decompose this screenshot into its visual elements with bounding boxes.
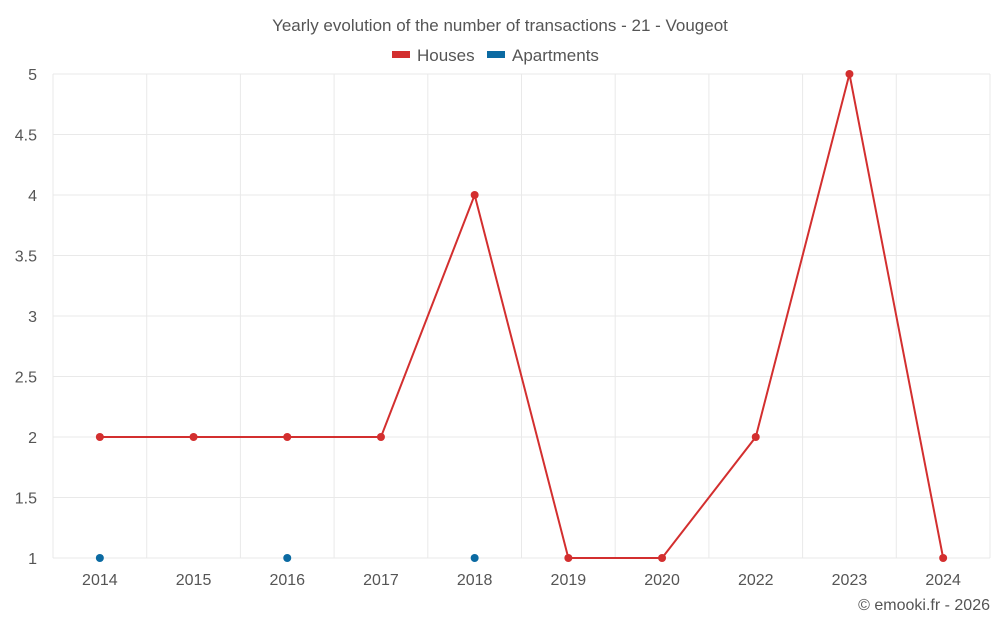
- series-line-houses: [99, 73, 945, 559]
- series-houses: [95, 70, 948, 562]
- y-axis-ticks: 1 1.5 2 2.5 3 3.5 4 4.5 5: [15, 67, 37, 568]
- series-apartments: [95, 554, 479, 562]
- x-tick-label: 2020: [644, 572, 680, 589]
- legend-label-houses[interactable]: Houses: [417, 46, 475, 65]
- x-tick-label: 2023: [832, 572, 868, 589]
- x-tick-label: 2018: [457, 572, 493, 589]
- legend-swatch-houses[interactable]: [392, 51, 410, 58]
- data-point-houses[interactable]: [470, 191, 479, 199]
- x-tick-label: 2022: [738, 572, 774, 589]
- legend-swatch-apartments[interactable]: [487, 51, 505, 58]
- data-point-houses[interactable]: [376, 433, 385, 441]
- credit-text: © emooki.fr - 2026: [858, 597, 990, 614]
- data-point-houses[interactable]: [564, 554, 573, 562]
- y-tick-label: 3: [28, 309, 37, 326]
- x-tick-label: 2015: [176, 572, 212, 589]
- chart-title: Yearly evolution of the number of transa…: [272, 16, 728, 35]
- legend: Houses Apartments: [392, 46, 599, 65]
- data-point-houses[interactable]: [283, 433, 292, 441]
- data-point-houses[interactable]: [939, 554, 948, 562]
- data-point-apartments[interactable]: [95, 554, 104, 562]
- y-tick-label: 2: [28, 430, 37, 447]
- data-point-apartments[interactable]: [470, 554, 479, 562]
- x-tick-label: 2017: [363, 572, 399, 589]
- data-point-houses[interactable]: [751, 433, 760, 441]
- x-axis-ticks: 2014 2015 2016 2017 2018 2019 2020 2022 2023 2024: [82, 572, 961, 589]
- series-layer: [95, 70, 948, 562]
- y-tick-label: 2.5: [15, 370, 37, 387]
- data-point-houses[interactable]: [845, 70, 854, 78]
- x-tick-label: 2016: [269, 572, 305, 589]
- y-tick-label: 1: [28, 551, 37, 568]
- data-point-houses[interactable]: [658, 554, 667, 562]
- data-point-houses[interactable]: [95, 433, 104, 441]
- data-point-houses[interactable]: [189, 433, 198, 441]
- data-point-apartments[interactable]: [283, 554, 292, 562]
- x-tick-label: 2019: [551, 572, 587, 589]
- x-tick-label: 2024: [925, 572, 961, 589]
- x-tick-label: 2014: [82, 572, 118, 589]
- y-tick-label: 4.5: [15, 128, 37, 145]
- y-tick-label: 3.5: [15, 249, 37, 266]
- y-tick-label: 1.5: [15, 491, 37, 508]
- y-tick-label: 5: [28, 67, 37, 84]
- legend-label-apartments[interactable]: Apartments: [512, 46, 599, 65]
- y-tick-label: 4: [28, 188, 37, 205]
